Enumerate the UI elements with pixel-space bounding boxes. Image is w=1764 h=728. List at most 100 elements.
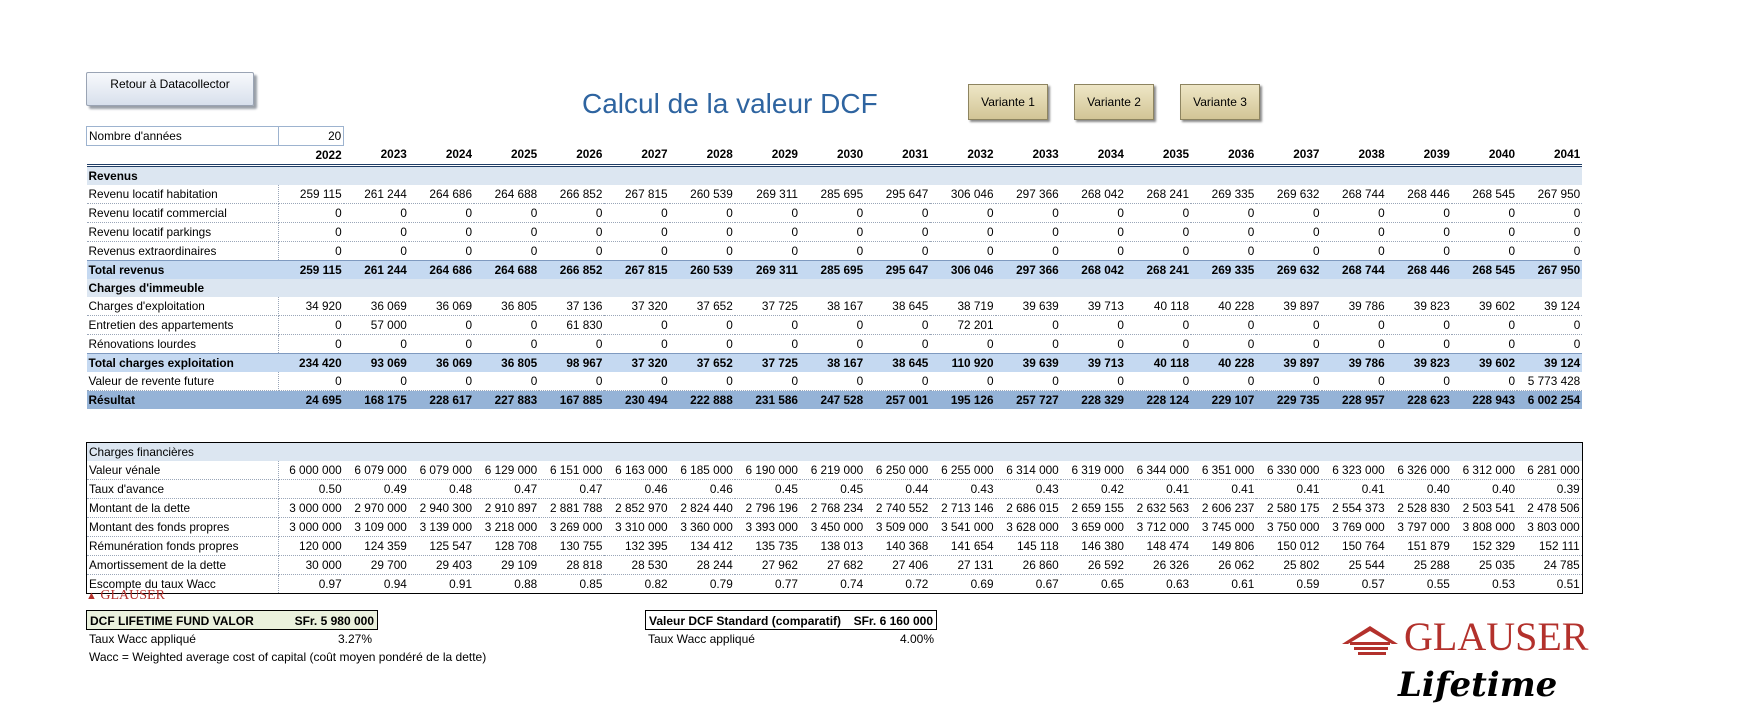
- table-cell[interactable]: 24 785: [1517, 555, 1583, 575]
- table-cell[interactable]: 38 167: [800, 297, 866, 316]
- table-cell[interactable]: 152 111: [1517, 536, 1583, 556]
- table-cell[interactable]: 98 967: [539, 353, 605, 372]
- table-cell[interactable]: 0: [1191, 203, 1257, 223]
- table-cell[interactable]: 268 042: [1060, 185, 1126, 204]
- table-cell[interactable]: 0: [669, 241, 735, 261]
- table-cell[interactable]: 0: [1256, 372, 1322, 391]
- table-cell[interactable]: 0.43: [930, 479, 996, 499]
- table-cell[interactable]: 3 269 000: [539, 517, 605, 537]
- table-cell[interactable]: 0: [1451, 241, 1518, 261]
- table-cell[interactable]: 0.72: [865, 574, 931, 594]
- table-cell[interactable]: 267 950: [1517, 260, 1583, 279]
- table-cell[interactable]: 25 035: [1451, 555, 1518, 575]
- table-cell[interactable]: 39 124: [1517, 353, 1583, 372]
- table-cell[interactable]: 0: [1191, 315, 1257, 335]
- table-cell[interactable]: 0: [995, 334, 1061, 354]
- table-cell[interactable]: 230 494: [604, 390, 670, 409]
- table-cell[interactable]: 146 380: [1060, 536, 1126, 556]
- table-cell[interactable]: 0.41: [1321, 479, 1387, 499]
- table-cell[interactable]: 0.45: [800, 479, 866, 499]
- table-cell[interactable]: 0.51: [1517, 574, 1583, 594]
- table-cell[interactable]: 0.47: [474, 479, 540, 499]
- table-cell[interactable]: 0: [278, 222, 344, 242]
- table-cell[interactable]: 28 818: [539, 555, 605, 575]
- table-cell[interactable]: 37 320: [604, 353, 670, 372]
- table-cell[interactable]: 39 713: [1060, 297, 1126, 316]
- table-cell[interactable]: 6 351 000: [1191, 461, 1257, 480]
- table-cell[interactable]: 269 632: [1256, 260, 1322, 279]
- table-cell[interactable]: 0: [995, 241, 1061, 261]
- table-cell[interactable]: 228 943: [1451, 390, 1518, 409]
- table-cell[interactable]: 3 628 000: [995, 517, 1061, 537]
- table-cell[interactable]: 0: [865, 334, 931, 354]
- table-cell[interactable]: 25 802: [1256, 555, 1322, 575]
- table-cell[interactable]: 134 412: [669, 536, 735, 556]
- table-cell[interactable]: 0: [1256, 334, 1322, 354]
- table-cell[interactable]: 0: [1060, 203, 1126, 223]
- table-cell[interactable]: 0: [865, 222, 931, 242]
- table-cell[interactable]: 0: [734, 315, 800, 335]
- table-cell[interactable]: 0.55: [1386, 574, 1452, 594]
- table-cell[interactable]: 195 126: [930, 390, 996, 409]
- table-cell[interactable]: 261 244: [343, 185, 409, 204]
- table-cell[interactable]: 2 940 300: [408, 498, 475, 518]
- table-cell[interactable]: 6 314 000: [995, 461, 1061, 480]
- table-cell[interactable]: 148 474: [1125, 536, 1192, 556]
- table-cell[interactable]: 141 654: [930, 536, 996, 556]
- table-cell[interactable]: 6 079 000: [343, 461, 409, 480]
- table-cell[interactable]: 6 326 000: [1386, 461, 1452, 480]
- table-cell[interactable]: 39 897: [1256, 297, 1322, 316]
- table-cell[interactable]: 0: [1451, 372, 1518, 391]
- table-cell[interactable]: 150 012: [1256, 536, 1322, 556]
- table-cell[interactable]: 2 970 000: [343, 498, 409, 518]
- table-cell[interactable]: 0: [1321, 241, 1387, 261]
- retour-datacollector-button[interactable]: Retour à Datacollector: [86, 72, 254, 106]
- table-cell[interactable]: 6 344 000: [1125, 461, 1192, 480]
- variante-1-button[interactable]: Variante 1: [968, 84, 1048, 120]
- table-cell[interactable]: 261 244: [343, 260, 409, 279]
- table-cell[interactable]: 228 329: [1060, 390, 1126, 409]
- table-cell[interactable]: 234 420: [278, 353, 344, 372]
- table-cell[interactable]: 29 109: [474, 555, 540, 575]
- table-cell[interactable]: 0.49: [343, 479, 409, 499]
- table-cell[interactable]: 0: [669, 203, 735, 223]
- table-cell[interactable]: 0: [474, 203, 540, 223]
- table-cell[interactable]: 3 139 000: [408, 517, 475, 537]
- table-cell[interactable]: 39 639: [995, 297, 1061, 316]
- table-cell[interactable]: 247 528: [800, 390, 866, 409]
- table-cell[interactable]: 3 797 000: [1386, 517, 1452, 537]
- table-cell[interactable]: 0.88: [474, 574, 540, 594]
- table-cell[interactable]: 267 950: [1517, 185, 1583, 204]
- table-cell[interactable]: 264 686: [408, 260, 475, 279]
- table-cell[interactable]: 0: [1125, 372, 1192, 391]
- table-cell[interactable]: 0: [1191, 222, 1257, 242]
- table-cell[interactable]: 36 069: [408, 353, 475, 372]
- table-cell[interactable]: 0.94: [343, 574, 409, 594]
- table-cell[interactable]: 28 530: [604, 555, 670, 575]
- table-cell[interactable]: 3 000 000: [278, 517, 344, 537]
- table-cell[interactable]: 0: [278, 203, 344, 223]
- table-cell[interactable]: 257 001: [865, 390, 931, 409]
- table-cell[interactable]: 0.42: [1060, 479, 1126, 499]
- table-cell[interactable]: 39 823: [1386, 353, 1452, 372]
- table-cell[interactable]: 25 288: [1386, 555, 1452, 575]
- table-cell[interactable]: 228 957: [1321, 390, 1387, 409]
- table-cell[interactable]: 40 118: [1125, 353, 1192, 372]
- table-cell[interactable]: 0: [1125, 203, 1192, 223]
- table-cell[interactable]: 222 888: [669, 390, 735, 409]
- table-cell[interactable]: 264 688: [474, 260, 540, 279]
- table-cell[interactable]: 6 281 000: [1517, 461, 1583, 480]
- table-cell[interactable]: 0: [1321, 315, 1387, 335]
- table-cell[interactable]: 6 151 000: [539, 461, 605, 480]
- table-cell[interactable]: 0: [408, 315, 475, 335]
- table-cell[interactable]: 40 118: [1125, 297, 1192, 316]
- table-cell[interactable]: 0: [930, 334, 996, 354]
- table-cell[interactable]: 0.41: [1191, 479, 1257, 499]
- table-cell[interactable]: 26 592: [1060, 555, 1126, 575]
- table-cell[interactable]: 0.41: [1125, 479, 1192, 499]
- table-cell[interactable]: 297 366: [995, 185, 1061, 204]
- table-cell[interactable]: 2 686 015: [995, 498, 1061, 518]
- table-cell[interactable]: 39 786: [1321, 297, 1387, 316]
- table-cell[interactable]: 0: [1060, 372, 1126, 391]
- table-cell[interactable]: 29 700: [343, 555, 409, 575]
